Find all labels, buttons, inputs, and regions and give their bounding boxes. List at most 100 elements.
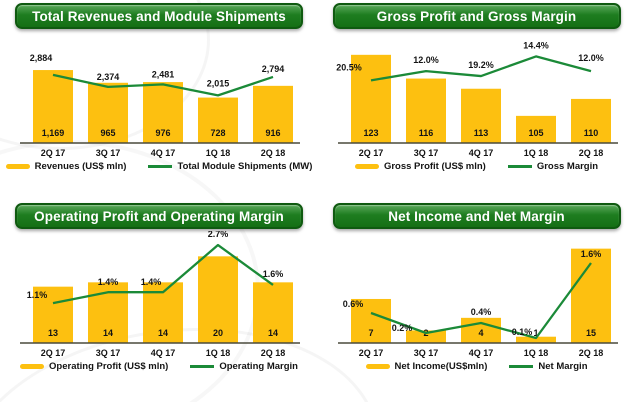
bar-2q17 — [351, 54, 391, 143]
bar-1q18 — [516, 115, 556, 143]
panel-title-operating-profit: Operating Profit and Operating Margin — [15, 203, 303, 229]
line-value-label: 2,015 — [207, 78, 230, 88]
line-value-label: 0.1% — [512, 327, 533, 337]
x-axis-label: 4Q 17 — [469, 148, 494, 158]
legend-label-gross-profit: Gross Profit (US$ mln) — [383, 161, 486, 172]
line-swatch-icon — [509, 365, 534, 368]
legend-operating-profit: Operating Profit (US$ mln) Operating Mar… — [0, 361, 318, 372]
legend-total-revenues: Revenues (US$ mln) Total Module Shipment… — [0, 161, 318, 172]
bar-value-label: 14 — [103, 328, 113, 338]
line-value-label: 14.4% — [523, 40, 549, 50]
bar-2q18 — [253, 85, 293, 143]
line-value-label: 1.6% — [581, 249, 602, 259]
chart-canvas-total-revenues: 1,169 965 976 728 916 2,884 2,374 2,481 2,015 2,7… — [20, 53, 300, 158]
bar-2q17 — [351, 298, 391, 343]
x-axis-label: 1Q 18 — [206, 148, 231, 158]
legend-label-shipments: Total Module Shipments (MW) — [177, 161, 313, 172]
x-axis-label: 2Q 17 — [41, 148, 66, 158]
x-axis-label: 3Q 17 — [414, 348, 439, 358]
x-axis-label: 1Q 18 — [524, 348, 549, 358]
line-swatch-icon — [190, 365, 215, 368]
x-axis-label: 3Q 17 — [414, 148, 439, 158]
x-axis-label: 1Q 18 — [524, 148, 549, 158]
legend-label-net-income: Net Income(US$mln) — [394, 361, 488, 372]
bar-value-label: 13 — [48, 328, 58, 338]
line-value-label: 2,794 — [262, 64, 285, 74]
chart-canvas-net-income: 7 2 4 1 150.6%0.2%0.4%0.1%1.6%2Q 17 3Q 17 4Q 1… — [338, 248, 618, 358]
panel-title-gross-profit: Gross Profit and Gross Margin — [332, 3, 621, 29]
bar-value-label: 110 — [584, 128, 599, 138]
bar-value-label: 116 — [419, 128, 434, 138]
x-axis-label: 2Q 18 — [261, 348, 286, 358]
line-value-label: 2.7% — [208, 231, 229, 239]
bar-value-label: 916 — [265, 128, 280, 138]
bar-2q17 — [33, 286, 73, 343]
line-value-label: 1.6% — [263, 269, 284, 279]
legend-item-operating-profit: Operating Profit (US$ mln) — [20, 361, 168, 372]
x-axis-label: 2Q 18 — [261, 148, 286, 158]
bar-3q17 — [406, 78, 446, 143]
bar-1q18 — [198, 97, 238, 143]
panel-operating-profit: Operating Profit and Operating Margin 13… — [0, 200, 318, 402]
line-value-label: 0.4% — [471, 307, 492, 317]
trend-line — [370, 262, 592, 340]
x-axis-label: 3Q 17 — [96, 348, 121, 358]
line-value-label: 2,884 — [30, 53, 53, 63]
bar-1q18 — [516, 336, 556, 343]
legend-item-net-margin: Net Margin — [509, 361, 588, 372]
line-value-label: 20.5% — [336, 62, 362, 72]
panel-title-net-income: Net Income and Net Margin — [332, 203, 621, 229]
line-value-label: 1.1% — [27, 290, 48, 300]
legend-label-revenues: Revenues (US$ mln) — [34, 161, 127, 172]
legend-gross-profit: Gross Profit (US$ mln) Gross Margin — [318, 161, 635, 172]
panel-net-income: Net Income and Net Margin 7 2 4 1 15 0.6% 0.2%… — [318, 200, 635, 402]
bar-3q17 — [88, 82, 128, 143]
bar-value-label: 1 — [533, 328, 538, 338]
x-axis-label: 2Q 17 — [359, 148, 384, 158]
legend-item-revenues: Revenues (US$ mln) — [5, 161, 127, 172]
legend-label-net-margin: Net Margin — [538, 361, 588, 372]
line-value-label: 0.6% — [343, 299, 364, 309]
panel-total-revenues: Total Revenues and Module Shipments 1,16… — [0, 0, 318, 200]
bar-swatch-icon — [20, 364, 45, 369]
line-value-label: 19.2% — [468, 60, 494, 70]
bar-2q17 — [33, 70, 73, 143]
bar-swatch-icon — [354, 164, 379, 169]
panel-title-total-revenues: Total Revenues and Module Shipments — [15, 3, 303, 29]
line-value-label: 0.2% — [392, 323, 413, 333]
bar-value-label: 4 — [478, 328, 483, 338]
legend-item-shipments: Total Module Shipments (MW) — [148, 161, 312, 172]
bar-4q17 — [143, 82, 183, 143]
x-axis-label: 1Q 18 — [206, 348, 231, 358]
bar-value-label: 728 — [210, 128, 225, 138]
legend-item-net-income: Net Income(US$mln) — [365, 361, 488, 372]
bar-value-label: 1,169 — [42, 128, 65, 138]
bar-value-label: 7 — [368, 328, 373, 338]
bar-value-label: 14 — [158, 328, 168, 338]
chart-canvas-operating-profit: 13 14 14 20 14 1.1% 1.4% 1.4% 2.7% 1.6% 2Q 17 3Q 17… — [20, 231, 300, 358]
bar-swatch-icon — [365, 364, 390, 369]
chart-canvas-gross-profit: 123 116 113 105 110 20.5% 12.0% 19.2% 14.4% 12.0%… — [336, 40, 618, 158]
bar-value-label: 15 — [586, 328, 596, 338]
line-value-label: 12.0% — [413, 55, 439, 65]
bar-3q17 — [406, 330, 446, 343]
line-value-label: 1.4% — [98, 277, 119, 287]
x-axis-label: 3Q 17 — [96, 148, 121, 158]
bar-value-label: 20 — [213, 328, 223, 338]
x-axis-label: 2Q 17 — [359, 348, 384, 358]
bar-4q17 — [461, 88, 501, 143]
trend-line — [52, 73, 274, 97]
legend-label-operating-margin: Operating Margin — [219, 361, 298, 372]
legend-label-gross-margin: Gross Margin — [536, 161, 599, 172]
line-swatch-icon — [507, 165, 532, 168]
bar-2q18 — [253, 282, 293, 343]
bar-value-label: 14 — [268, 328, 278, 338]
bar-value-label: 105 — [528, 128, 543, 138]
trend-line — [52, 243, 274, 305]
legend-net-income: Net Income(US$mln) Net Margin — [318, 361, 635, 372]
line-value-label: 12.0% — [578, 53, 604, 63]
bar-value-label: 123 — [363, 128, 378, 138]
legend-item-gross-profit: Gross Profit (US$ mln) — [354, 161, 486, 172]
panel-gross-profit: Gross Profit and Gross Margin 123 116 113 1… — [318, 0, 635, 200]
